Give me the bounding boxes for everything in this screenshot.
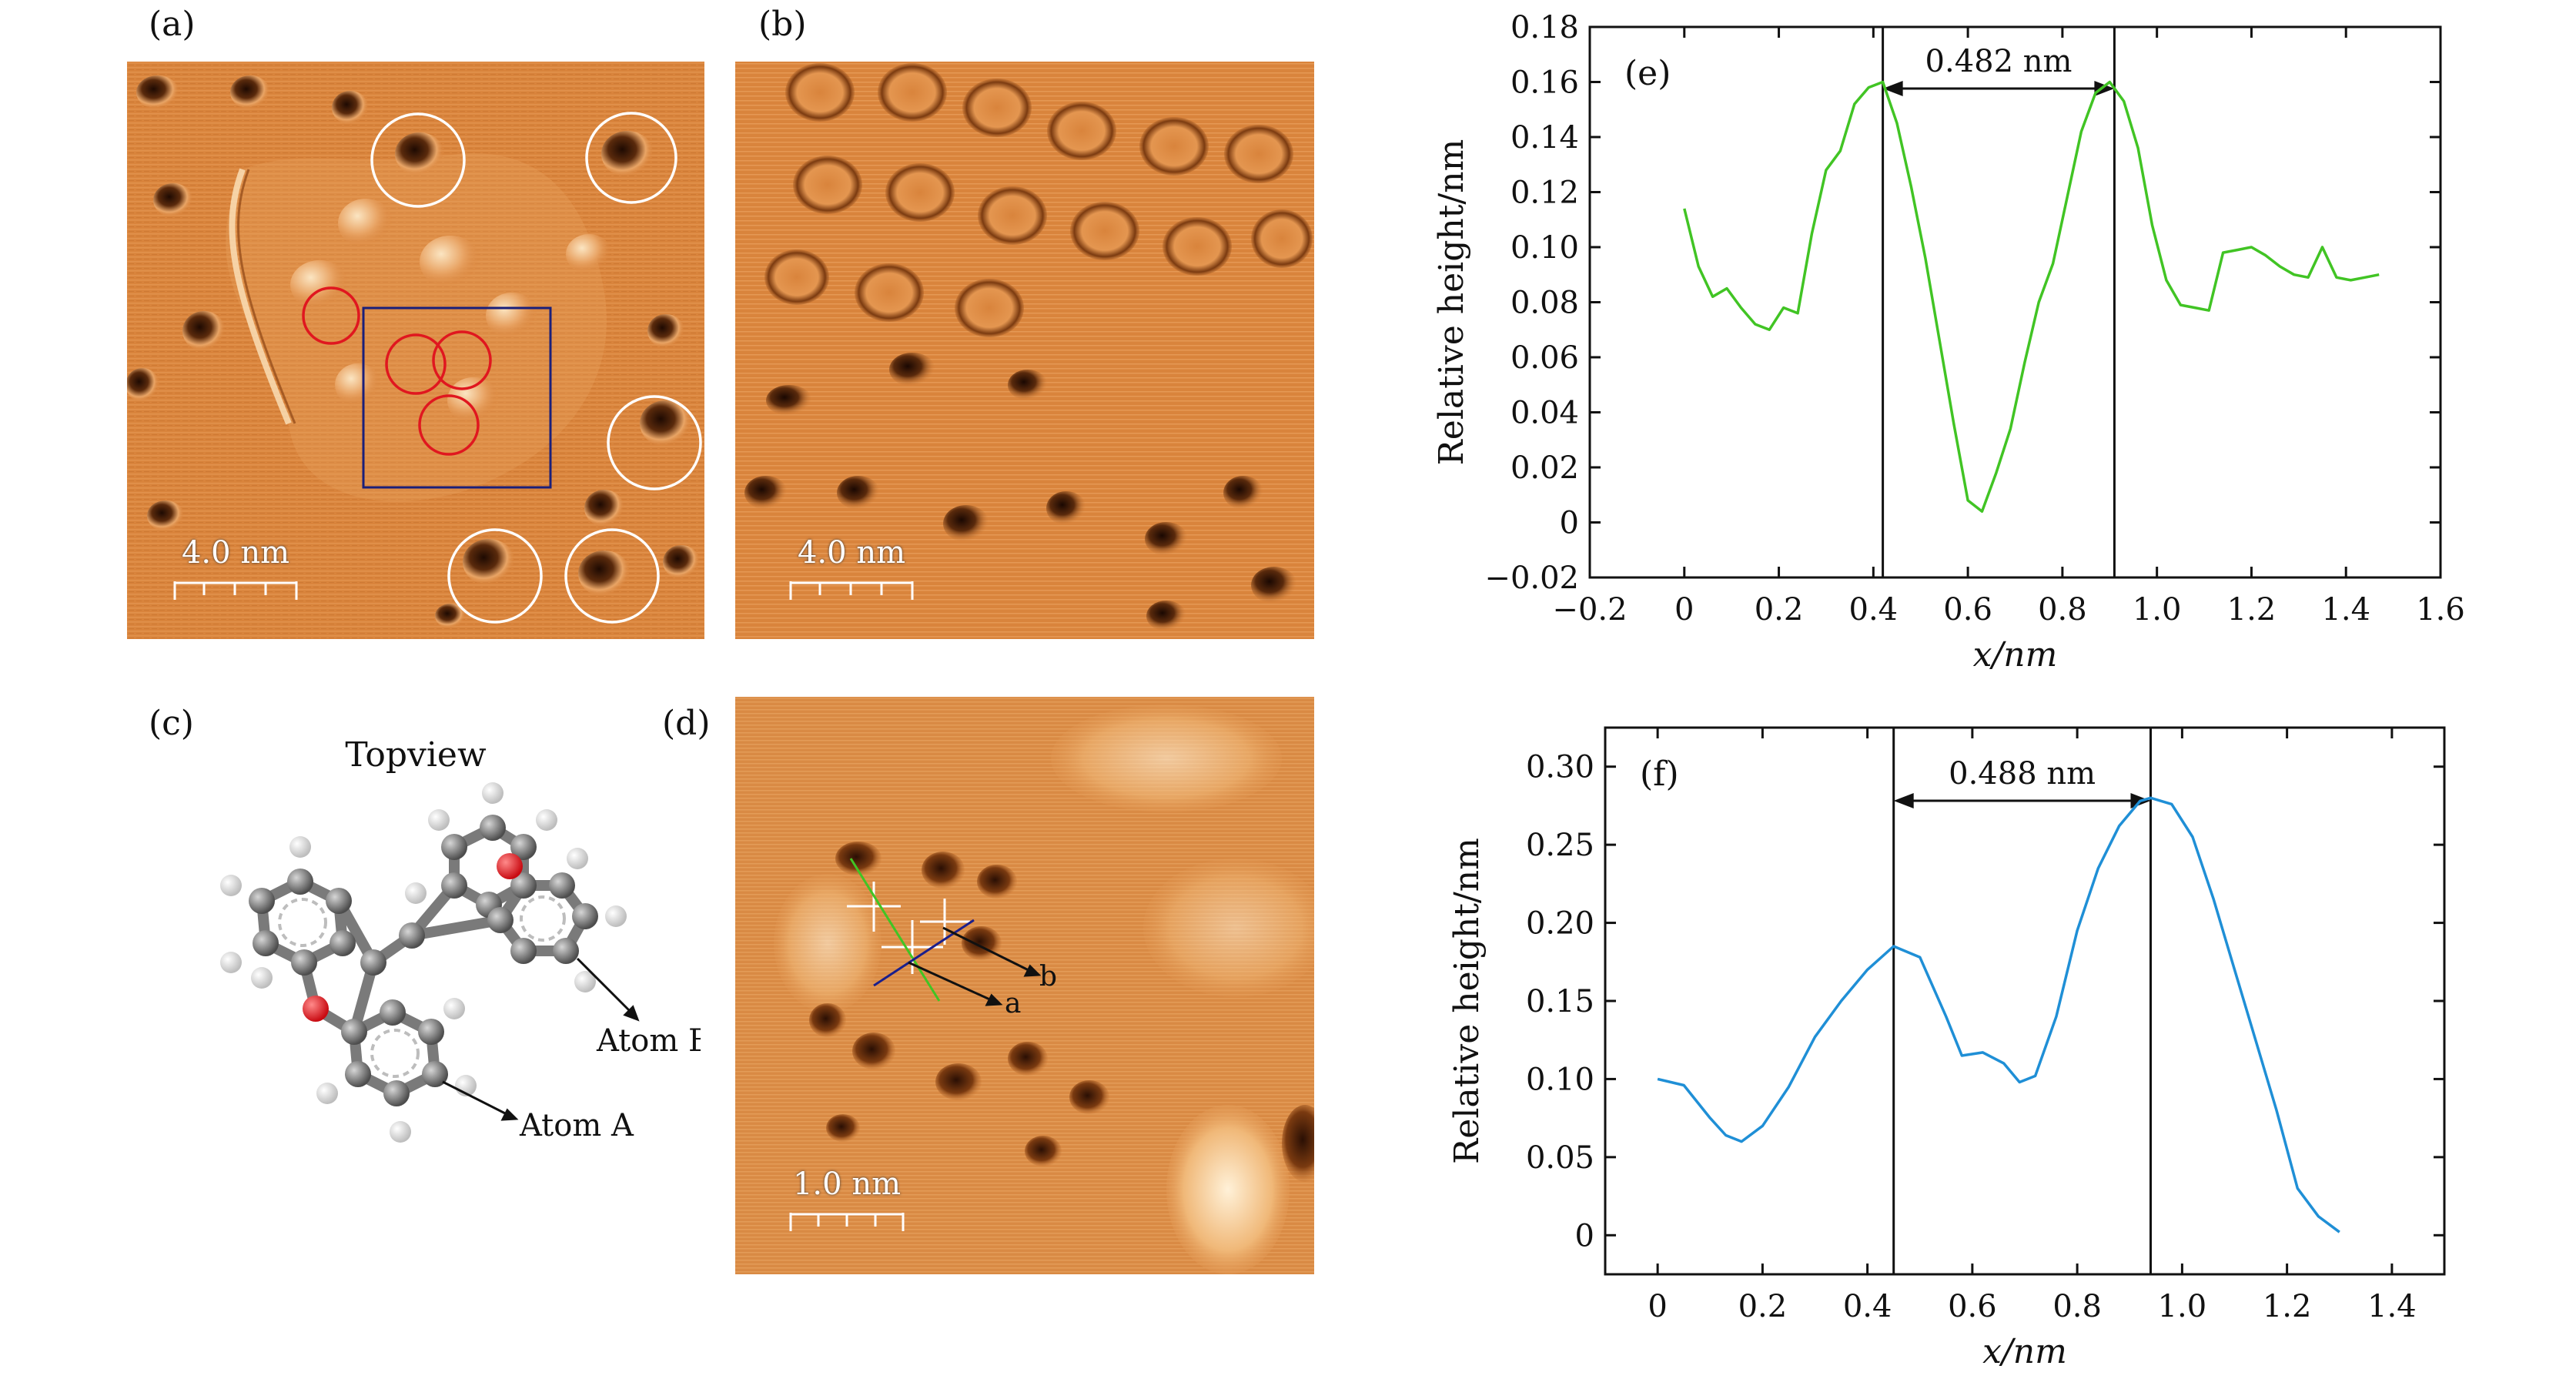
molecule-topview: Topview [220,735,701,1143]
x-tick-label: 0.8 [2052,1289,2102,1324]
scalebar-d: 1.0 nm [789,1166,905,1240]
plot-frame [1588,25,2442,579]
oxygen-atom-2 [497,853,523,879]
scalebar-b-label: 4.0 nm [797,535,906,571]
scalebar-b-ruler [789,581,914,600]
x-tick-label: 0.2 [1738,1289,1788,1324]
x-tick-label: 1.2 [2263,1289,2312,1324]
chart-0: −0.2 0 0.2 0.4 0.6 0.8 1.0 1.2 1.4 1.6 −0.02 0 0.02 0… [1432,10,2465,674]
y-tick-label: 0 [1575,1218,1594,1253]
arrowhead-left [1882,81,1903,96]
x-tick-label: 1.4 [2321,592,2370,628]
stm-image-d: a b [735,697,1314,1274]
y-tick-label: 0.04 [1510,396,1579,431]
profile-series-line [1683,80,2380,513]
y-tick-label: 0.12 [1510,176,1579,211]
stm-image-d-graphic: a b [735,697,1314,1274]
panel-label-c: (c) [149,704,194,743]
scalebar-a: 4.0 nm [173,535,298,609]
y-tick-label: 0 [1560,506,1579,541]
x-tick-label: 0.4 [1843,1289,1892,1324]
y-tick-label: −0.02 [1484,561,1579,596]
y-tick-label: 0.06 [1510,340,1579,376]
y-tick-label: 0.25 [1526,828,1594,863]
x-tick-label: 1.0 [2133,592,2182,628]
y-tick-label: 0.08 [1510,286,1579,321]
oxygen-atom-1 [303,996,329,1022]
atom-a-label: Atom A [519,1108,634,1143]
x-tick-label: 1.2 [2227,592,2277,628]
scalebar-d-label: 1.0 nm [792,1166,902,1202]
x-tick-label: −0.2 [1552,592,1627,628]
y-tick-label: 0.30 [1526,750,1594,785]
x-tick-label: 1.0 [2158,1289,2207,1324]
scalebar-a-label: 4.0 nm [181,535,290,571]
x-tick-label: 0.8 [2038,592,2087,628]
y-tick-label: 0.14 [1510,120,1579,156]
stm-image-a [127,62,704,639]
y-axis-label: Relative height/nm [1447,838,1487,1164]
scalebar-d-ruler [789,1213,905,1231]
atom-b-label: Atom B [596,1023,701,1059]
x-tick-label: 1.6 [2416,592,2465,628]
scalebar-a-ruler [173,581,298,600]
y-axis-label: Relative height/nm [1432,139,1471,466]
molecule-title: Topview [345,735,487,775]
panel-label-d: (d) [662,704,711,743]
distance-annotation: 0.488 nm [1949,756,2096,792]
y-tick-label: 0.05 [1526,1140,1594,1176]
x-tick-label: 0.4 [1849,592,1899,628]
plot-frame [1604,726,2446,1276]
chart-1: 0 0.2 0.4 0.6 0.8 1.0 1.2 1.4 0 0.05 0.10 0.15 0.20 0… [1447,726,2446,1371]
x-tick-label: 1.4 [2367,1289,2417,1324]
x-axis-label: x/nm [1973,635,2058,674]
y-tick-label: 0.18 [1510,10,1579,45]
x-tick-label: 0 [1674,592,1694,628]
y-tick-label: 0.10 [1510,230,1579,266]
scalebar-b: 4.0 nm [789,535,914,609]
arrowhead-left [1893,793,1914,808]
arrowhead-right [2094,81,2115,96]
x-tick-label: 0.6 [1943,592,1992,628]
profile-line-b-label: b [1039,961,1057,992]
x-axis-label: x/nm [1982,1332,2067,1371]
x-tick-label: 0.2 [1755,592,1804,628]
panel-label-a: (a) [149,5,196,44]
x-tick-label: 0 [1648,1289,1667,1324]
y-tick-label: 0.16 [1510,65,1579,101]
y-tick-label: 0.10 [1526,1062,1594,1097]
chart-panel-label: (e) [1624,54,1671,93]
distance-annotation: 0.482 nm [1925,44,2073,79]
chart-panel-label: (f) [1640,755,1679,794]
panel-label-b: (b) [758,5,807,44]
stm-image-a-graphic [127,62,704,639]
profile-series-line [1657,796,2340,1233]
x-tick-label: 0.6 [1948,1289,1997,1324]
y-tick-label: 0.02 [1510,450,1579,486]
y-tick-label: 0.15 [1526,984,1594,1019]
profile-line-a-label: a [1005,988,1021,1019]
stm-image-b-graphic [735,62,1314,639]
y-tick-label: 0.20 [1526,906,1594,942]
stm-image-b [735,62,1314,639]
